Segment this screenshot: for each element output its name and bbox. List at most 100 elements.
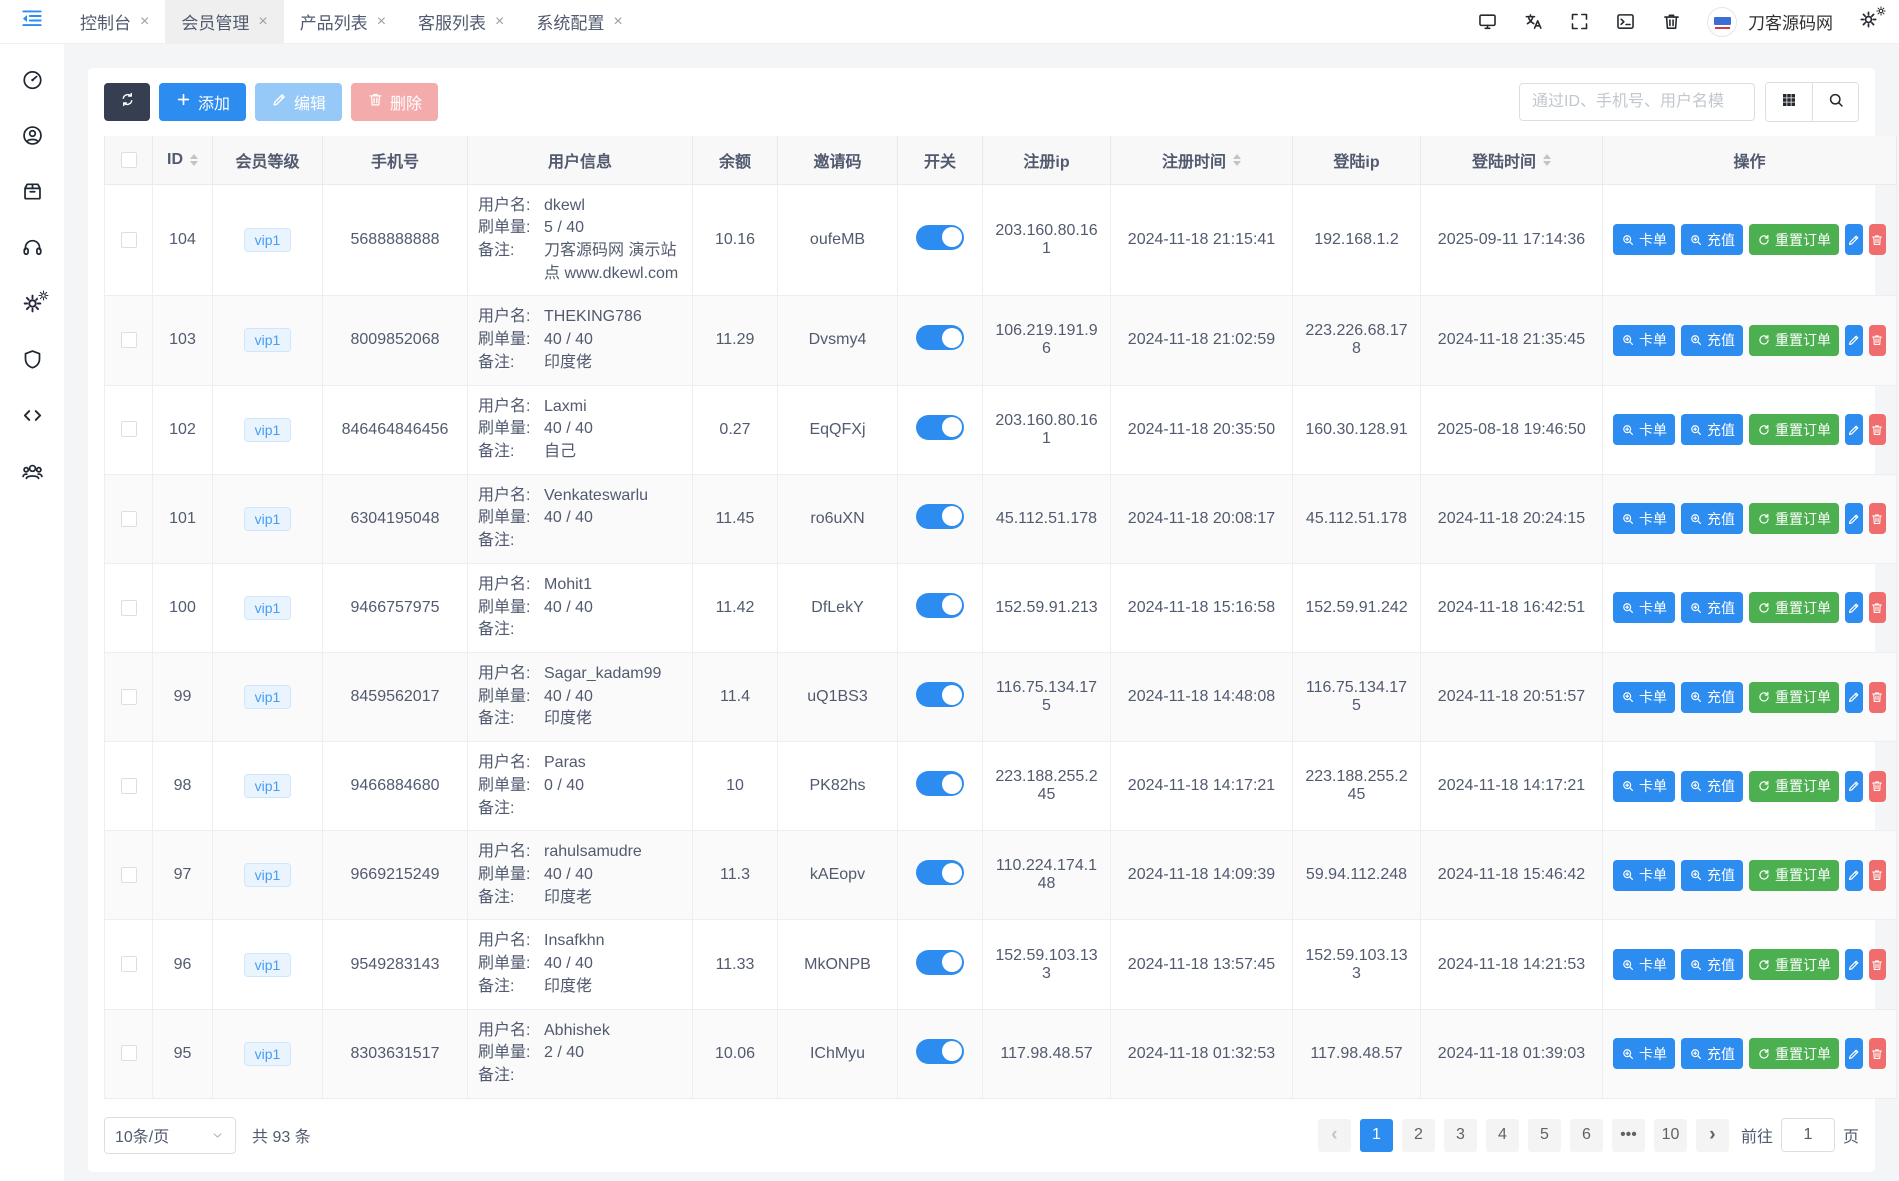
status-toggle[interactable] — [916, 860, 964, 886]
edit-row-button[interactable] — [1845, 414, 1863, 446]
page-button-6[interactable]: 6 — [1569, 1118, 1603, 1152]
tab-close-icon[interactable]: × — [495, 12, 505, 30]
delete-button[interactable]: 删除 — [351, 83, 439, 121]
row-checkbox[interactable] — [120, 1045, 137, 1062]
delete-row-button[interactable] — [1868, 859, 1886, 891]
reset-order-button[interactable]: 重置订单 — [1749, 770, 1839, 802]
monitor-icon[interactable] — [1477, 11, 1498, 32]
tab-控制台[interactable]: 控制台 × — [64, 0, 165, 43]
status-toggle[interactable] — [916, 771, 964, 797]
terminal-icon[interactable] — [1615, 11, 1636, 32]
edit-row-button[interactable] — [1845, 681, 1863, 713]
row-checkbox[interactable] — [120, 688, 137, 705]
delete-row-button[interactable] — [1868, 224, 1886, 256]
member-row[interactable]: 97 vip1 9669215249 用户名: rahulsamudre 刷单量:… — [104, 830, 1897, 921]
tab-客服列表[interactable]: 客服列表 × — [402, 0, 520, 43]
delete-row-button[interactable] — [1868, 681, 1886, 713]
card-order-button[interactable]: 卡单 — [1613, 414, 1675, 446]
row-checkbox[interactable] — [120, 867, 137, 884]
edit-row-button[interactable] — [1845, 503, 1863, 535]
recharge-button[interactable]: 充值 — [1681, 859, 1743, 891]
col-header-login-time[interactable]: 登陆时间 — [1420, 136, 1603, 185]
sort-icon[interactable] — [1233, 153, 1241, 166]
member-row[interactable]: 102 vip1 846464846456 用户名: Laxmi 刷单量: 40 /… — [104, 385, 1897, 475]
reset-order-button[interactable]: 重置订单 — [1749, 592, 1839, 624]
reset-order-button[interactable]: 重置订单 — [1749, 414, 1839, 446]
row-checkbox[interactable] — [120, 778, 137, 794]
page-size-select[interactable]: 10条/页 — [104, 1116, 236, 1154]
recharge-button[interactable]: 充值 — [1681, 324, 1743, 356]
status-toggle[interactable] — [916, 1038, 964, 1064]
delete-row-button[interactable] — [1868, 592, 1886, 624]
row-checkbox[interactable] — [120, 332, 137, 349]
reset-order-button[interactable]: 重置订单 — [1749, 503, 1839, 535]
row-checkbox[interactable] — [120, 599, 137, 616]
sort-icon[interactable] — [190, 153, 198, 166]
delete-row-button[interactable] — [1868, 324, 1886, 356]
tab-产品列表[interactable]: 产品列表 × — [284, 0, 402, 43]
recharge-button[interactable]: 充值 — [1681, 414, 1743, 446]
menu-collapse-button[interactable] — [0, 0, 64, 43]
delete-row-button[interactable] — [1868, 770, 1886, 802]
member-row[interactable]: 101 vip1 6304195048 用户名: Venkateswarlu 刷单… — [104, 474, 1897, 564]
pager-more-button[interactable]: ••• — [1611, 1118, 1645, 1152]
edit-row-button[interactable] — [1845, 592, 1863, 624]
status-toggle[interactable] — [916, 325, 964, 351]
trash-icon[interactable] — [1661, 11, 1682, 32]
recharge-button[interactable]: 充值 — [1681, 224, 1743, 256]
sort-icon[interactable] — [1543, 153, 1551, 166]
edit-row-button[interactable] — [1845, 224, 1863, 256]
status-toggle[interactable] — [916, 503, 964, 529]
card-order-button[interactable]: 卡单 — [1613, 224, 1675, 256]
status-toggle[interactable] — [916, 949, 964, 975]
goto-page-input[interactable] — [1780, 1118, 1835, 1153]
row-checkbox[interactable] — [120, 510, 137, 527]
refresh-button[interactable] — [104, 83, 150, 121]
row-checkbox[interactable] — [120, 231, 137, 248]
translate-icon[interactable] — [1523, 11, 1544, 32]
sidebar-item-products[interactable] — [0, 170, 64, 212]
pager-prev-button[interactable]: ‹ — [1317, 1118, 1351, 1152]
reset-order-button[interactable]: 重置订单 — [1749, 859, 1839, 891]
add-button[interactable]: 添加 — [159, 83, 247, 121]
member-row[interactable]: 104 vip1 5688888888 用户名: dkewl 刷单量: 5 / 40… — [104, 184, 1897, 297]
search-button[interactable] — [1812, 83, 1858, 121]
reset-order-button[interactable]: 重置订单 — [1749, 949, 1839, 981]
tab-close-icon[interactable]: × — [613, 12, 623, 30]
member-row[interactable]: 96 vip1 9549283143 用户名: Insafkhn 刷单量: 40 /… — [104, 919, 1897, 1010]
sidebar-item-dashboard[interactable] — [0, 58, 64, 100]
delete-row-button[interactable] — [1868, 503, 1886, 535]
tab-close-icon[interactable]: × — [376, 12, 387, 30]
page-button-2[interactable]: 2 — [1401, 1118, 1435, 1152]
reset-order-button[interactable]: 重置订单 — [1749, 324, 1839, 356]
edit-row-button[interactable] — [1845, 1038, 1863, 1070]
page-button-1[interactable]: 1 — [1359, 1118, 1393, 1152]
member-row[interactable]: 100 vip1 9466757975 用户名: Mohit1 刷单量: 40 / … — [104, 563, 1897, 654]
card-order-button[interactable]: 卡单 — [1613, 324, 1675, 356]
recharge-button[interactable]: 充值 — [1681, 681, 1743, 713]
sidebar-item-settings[interactable] — [0, 282, 64, 324]
reset-order-button[interactable]: 重置订单 — [1749, 224, 1839, 256]
fullscreen-icon[interactable] — [1569, 11, 1590, 32]
status-toggle[interactable] — [916, 224, 964, 250]
reset-order-button[interactable]: 重置订单 — [1749, 681, 1839, 713]
settings-gears-icon[interactable] — [1858, 5, 1886, 35]
card-order-button[interactable]: 卡单 — [1613, 1038, 1675, 1070]
sidebar-item-support[interactable] — [0, 226, 64, 268]
status-toggle[interactable] — [916, 682, 964, 708]
edit-row-button[interactable] — [1845, 949, 1863, 981]
tab-close-icon[interactable]: × — [140, 12, 150, 30]
card-order-button[interactable]: 卡单 — [1613, 770, 1675, 802]
card-order-button[interactable]: 卡单 — [1613, 503, 1675, 535]
member-row[interactable]: 95 vip1 8303631517 用户名: Abhishek 刷单量: 2 / … — [104, 1009, 1897, 1099]
card-order-button[interactable]: 卡单 — [1613, 681, 1675, 713]
status-toggle[interactable] — [916, 592, 964, 618]
page-button-3[interactable]: 3 — [1443, 1118, 1477, 1152]
card-order-button[interactable]: 卡单 — [1613, 592, 1675, 624]
tab-close-icon[interactable]: × — [258, 12, 268, 30]
status-toggle[interactable] — [916, 414, 964, 440]
tab-系统配置[interactable]: 系统配置 × — [520, 0, 638, 43]
reset-order-button[interactable]: 重置订单 — [1749, 1038, 1839, 1070]
edit-row-button[interactable] — [1845, 324, 1863, 356]
col-header-reg-time[interactable]: 注册时间 — [1110, 136, 1293, 185]
